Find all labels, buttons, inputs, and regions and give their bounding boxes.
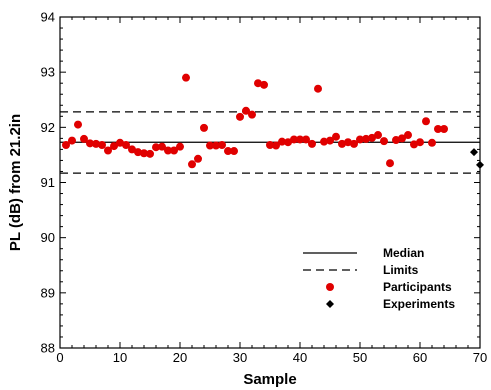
participant-point (344, 138, 352, 147)
data-points-layer (62, 73, 484, 169)
experiment-point (470, 148, 478, 157)
participant-point (224, 147, 232, 156)
participant-point (392, 136, 400, 145)
x-tick-label: 70 (473, 350, 487, 365)
participant-point (248, 110, 256, 119)
participant-point (158, 142, 166, 151)
x-tick-label: 50 (353, 350, 367, 365)
legend-limits-label: Limits (383, 263, 419, 277)
legend-experiments-label: Experiments (383, 297, 455, 311)
participant-point (212, 141, 220, 150)
participant-point (218, 140, 226, 149)
participant-point (176, 142, 184, 151)
participant-point (440, 124, 448, 133)
participant-point (416, 138, 424, 147)
participant-point (278, 137, 286, 146)
participant-point (368, 133, 376, 142)
y-tick-label: 89 (41, 285, 55, 300)
legend-median-label: Median (383, 246, 424, 260)
participant-point (194, 154, 202, 163)
participant-point (422, 117, 430, 126)
participant-point (92, 139, 100, 148)
participant-point (284, 138, 292, 147)
participant-point (302, 135, 310, 144)
participant-point (380, 137, 388, 146)
legend-participants-label: Participants (383, 280, 452, 294)
y-tick-label: 91 (41, 175, 55, 190)
participant-point (428, 138, 436, 147)
participant-point (434, 124, 442, 133)
participant-point (272, 141, 280, 150)
axis-ticks-layer: 0 10 20 30 40 50 60 70 88 89 90 91 92 93 94 (41, 10, 488, 366)
x-tick-label: 60 (413, 350, 427, 365)
participant-point (314, 84, 322, 93)
participant-point (356, 135, 364, 144)
participant-point (332, 132, 340, 141)
y-tick-label: 93 (41, 65, 55, 80)
participant-point (386, 159, 394, 168)
participant-point (410, 140, 418, 149)
participant-point (62, 140, 70, 149)
participant-point (152, 143, 160, 152)
participant-point (86, 139, 94, 148)
participant-point (266, 140, 274, 149)
participant-point (362, 134, 370, 143)
participant-point (200, 123, 208, 132)
y-axis-title: PL (dB) from 21.2in (7, 114, 24, 251)
y-tick-label: 90 (41, 230, 55, 245)
participant-point (236, 112, 244, 121)
participant-point (350, 139, 358, 148)
legend-experiments-marker (326, 300, 334, 308)
participant-point (230, 147, 238, 156)
participant-point (134, 148, 142, 157)
participant-point (182, 73, 190, 82)
participant-point (146, 149, 154, 158)
y-tick-label: 92 (41, 120, 55, 135)
participant-point (296, 135, 304, 144)
x-tick-label: 20 (173, 350, 187, 365)
participant-point (68, 136, 76, 145)
participant-point (80, 134, 88, 143)
participant-point (254, 79, 262, 88)
participant-point (404, 131, 412, 140)
x-tick-label: 0 (56, 350, 63, 365)
participant-point (206, 141, 214, 150)
participant-point (170, 146, 178, 155)
participant-point (338, 139, 346, 148)
x-tick-label: 40 (293, 350, 307, 365)
participant-point (308, 139, 316, 148)
participant-point (326, 136, 334, 145)
legend-participants-marker (326, 283, 334, 291)
participant-point (74, 120, 82, 129)
participant-point (260, 80, 268, 89)
participant-point (374, 131, 382, 140)
x-axis-title: Sample (243, 371, 296, 388)
participant-point (320, 137, 328, 146)
participant-point (116, 138, 124, 147)
participant-point (290, 135, 298, 144)
participant-point (122, 140, 130, 149)
participant-point (110, 142, 118, 151)
x-tick-label: 30 (233, 350, 247, 365)
participant-point (104, 146, 112, 155)
participant-point (188, 160, 196, 169)
participant-point (128, 145, 136, 154)
participant-point (98, 140, 106, 149)
participant-point (242, 106, 250, 115)
y-tick-label: 94 (41, 10, 55, 25)
y-tick-label: 88 (41, 341, 55, 356)
x-tick-label: 10 (113, 350, 127, 365)
participant-point (164, 146, 172, 155)
participant-point (140, 149, 148, 158)
participant-point (398, 134, 406, 143)
legend: Median Limits Participants Experiments (303, 246, 455, 311)
